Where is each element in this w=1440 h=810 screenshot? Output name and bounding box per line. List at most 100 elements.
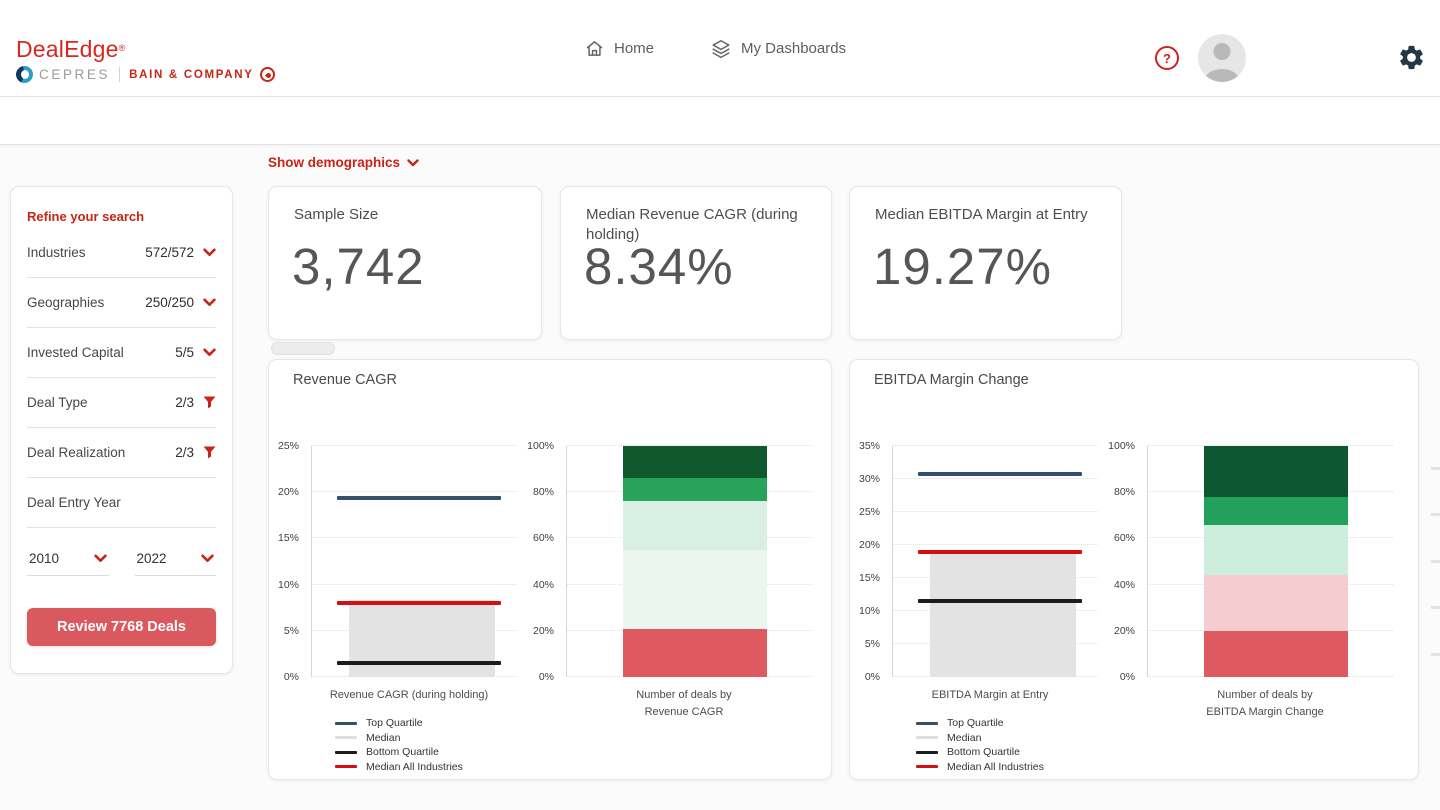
funnel-icon <box>203 446 216 459</box>
chevron-down-icon <box>407 158 419 166</box>
kpi-median-revenue-cagr-card: Median Revenue CAGR (during holding) 8.3… <box>560 186 832 340</box>
year-from-select[interactable]: 2010 <box>27 544 109 576</box>
nav-my-dashboards-label: My Dashboards <box>741 40 847 57</box>
legend-item: Bottom Quartile <box>916 745 1044 760</box>
brand-name: DealEdge <box>16 36 119 62</box>
kpi-value: 8.34% <box>584 238 734 295</box>
kpi-value: 3,742 <box>292 238 425 295</box>
nav-home[interactable]: Home <box>584 38 654 59</box>
gridline <box>567 445 812 446</box>
gridline <box>893 445 1098 446</box>
legend-swatch <box>335 721 357 725</box>
bar-segment <box>1204 630 1348 677</box>
quartile-x-label: Revenue CAGR (during holding) <box>329 689 489 701</box>
median-all-industries-line <box>337 600 502 605</box>
stacked-x-label: Number of deals by EBITDA Margin Change <box>1206 689 1324 718</box>
collapsed-card-handle[interactable] <box>271 342 335 355</box>
median-band <box>349 599 496 677</box>
y-tick-label: 15% <box>858 572 880 584</box>
bar-segment <box>623 501 767 550</box>
top-quartile-line <box>337 495 502 500</box>
chart-legend: Top Quartile Median Bottom Quartile Median … <box>335 716 463 774</box>
legend-item: Bottom Quartile <box>335 745 463 760</box>
y-tick-label: 20% <box>1113 624 1135 637</box>
y-tick-label: 5% <box>864 638 880 650</box>
filter-deal-type[interactable]: Deal Type 2/3 <box>27 378 216 428</box>
gridline <box>312 537 517 539</box>
y-tick-label: 25% <box>277 440 299 452</box>
chevron-down-icon <box>93 554 107 562</box>
gridline <box>893 544 1098 545</box>
y-tick-label: 30% <box>858 473 880 485</box>
quartile-plot <box>311 445 517 677</box>
app-header: DealEdge® CEPRES BAIN & COMPANY Home My … <box>0 0 1440 97</box>
y-tick-label: 0% <box>283 671 299 683</box>
chevron-down-icon <box>203 248 216 256</box>
funnel-icon <box>203 396 216 409</box>
y-tick-label: 20% <box>277 486 299 499</box>
layers-icon <box>712 39 730 58</box>
median-all-industries-line <box>918 550 1083 555</box>
bar-segment <box>1204 524 1348 576</box>
year-from-value: 2010 <box>29 551 60 566</box>
kpi-label: Median Revenue CAGR (during holding) <box>586 206 798 244</box>
year-to-select[interactable]: 2022 <box>134 544 216 576</box>
filter-deal-entry-year[interactable]: Deal Entry Year <box>27 478 216 528</box>
filter-industries[interactable]: Industries 572/572 <box>27 228 216 278</box>
y-tick-label: 60% <box>532 532 554 545</box>
help-button[interactable]: ? <box>1155 46 1179 70</box>
user-avatar[interactable] <box>1198 34 1246 82</box>
filter-geographies[interactable]: Geographies 250/250 <box>27 278 216 328</box>
bar-segment <box>623 446 767 479</box>
legend-swatch <box>335 750 357 754</box>
y-tick-label: 100% <box>1108 440 1135 452</box>
chart-legend: Top Quartile Median Bottom Quartile Median … <box>916 716 1044 774</box>
stacked-bar <box>623 446 767 677</box>
home-icon <box>586 41 603 56</box>
y-tick-label: 15% <box>277 532 299 545</box>
brand-divider <box>119 67 121 82</box>
y-tick-label: 20% <box>858 539 880 551</box>
legend-swatch <box>335 765 357 769</box>
bar-segment <box>623 549 767 629</box>
deal-entry-year-range: 2010 2022 <box>27 544 216 576</box>
kpi-label: Median EBITDA Margin at Entry <box>875 206 1088 223</box>
year-to-value: 2022 <box>136 551 167 566</box>
y-tick-label: 0% <box>864 671 880 683</box>
main-nav: Home My Dashboards <box>584 0 846 97</box>
cepres-logo-icon <box>16 66 33 83</box>
y-tick-label: 25% <box>858 506 880 518</box>
filter-deal-realization[interactable]: Deal Realization 2/3 <box>27 428 216 478</box>
avatar-body-shape <box>1205 69 1239 82</box>
review-deals-button[interactable]: Review 7768 Deals <box>27 608 216 646</box>
gridline <box>312 583 517 585</box>
bottom-quartile-line <box>918 599 1083 604</box>
kpi-sample-size-card: Sample Size 3,742 <box>268 186 542 340</box>
legend-item: Median <box>916 731 1044 746</box>
show-demographics-link[interactable]: Show demographics <box>268 155 419 170</box>
legend-swatch <box>916 721 938 725</box>
kpi-value: 19.27% <box>873 238 1052 295</box>
y-tick-label: 40% <box>1113 578 1135 591</box>
gridline <box>312 491 517 493</box>
ebitda-margin-change-chart-card: EBITDA Margin Change 0% 5% 10% 15% 20% 25% 30%… <box>849 359 1419 780</box>
legend-item: Median All Industries <box>335 760 463 775</box>
stacked-bar-plot <box>566 445 812 677</box>
y-tick-label: 10% <box>858 605 880 617</box>
secondary-header-bar <box>0 97 1440 145</box>
nav-my-dashboards[interactable]: My Dashboards <box>710 38 846 60</box>
y-tick-label: 80% <box>532 486 554 499</box>
filter-invested-capital[interactable]: Invested Capital 5/5 <box>27 328 216 378</box>
legend-swatch <box>916 765 938 769</box>
stacked-x-label: Number of deals by Revenue CAGR <box>636 689 732 718</box>
nav-home-label: Home <box>614 40 655 57</box>
bain-wordmark: BAIN & COMPANY <box>129 68 254 81</box>
y-tick-label: 20% <box>532 624 554 637</box>
legend-item: Top Quartile <box>916 716 1044 731</box>
chevron-down-icon <box>203 348 216 356</box>
settings-gear-icon[interactable] <box>1397 43 1426 72</box>
dealedge-logo[interactable]: DealEdge® CEPRES BAIN & COMPANY <box>16 36 275 83</box>
stacked-bar-plot <box>1147 445 1393 677</box>
y-tick-label: 40% <box>532 578 554 591</box>
bar-segment <box>1204 446 1348 497</box>
